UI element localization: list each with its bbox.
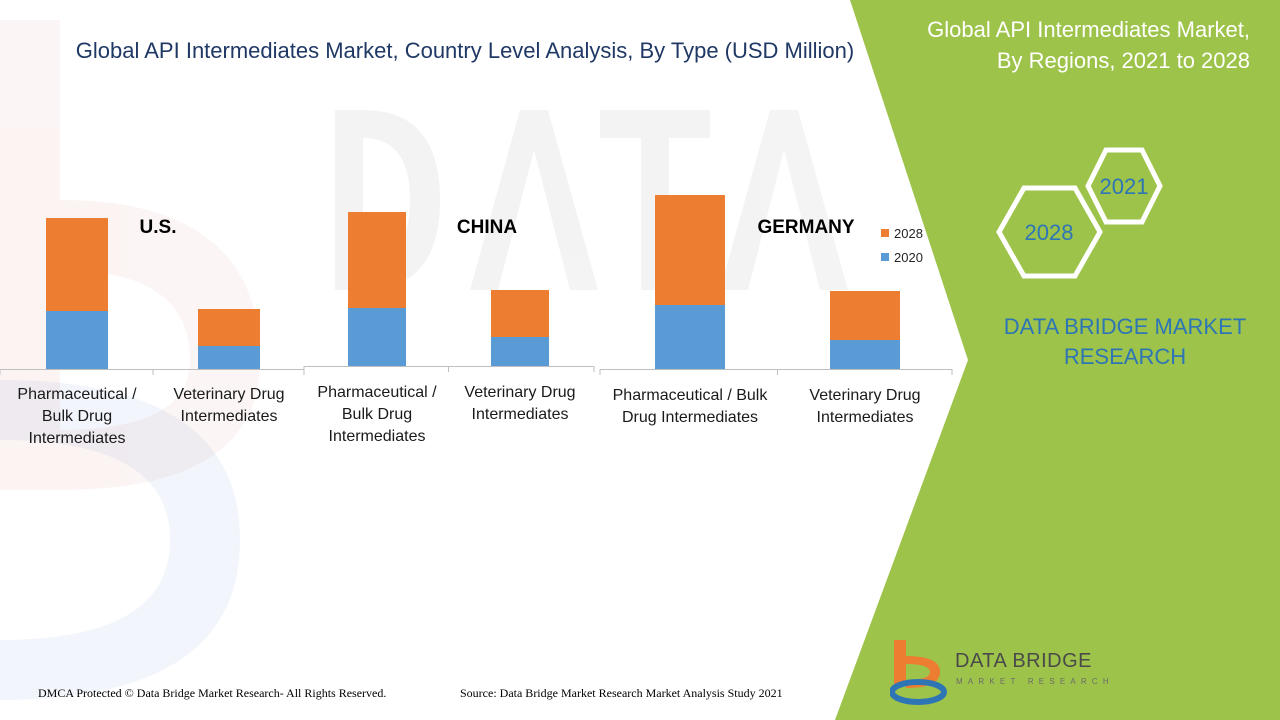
bar-2020 (491, 337, 549, 366)
footer-source: Source: Data Bridge Market Research Mark… (460, 686, 783, 700)
country-title: CHINA (457, 217, 517, 238)
hexagon-2028 (996, 185, 1103, 279)
category-label: Veterinary Drug Intermediates (464, 384, 575, 423)
bar-2020 (655, 305, 725, 369)
legend-swatch-2028 (881, 229, 889, 237)
logo-wordmark: DATA BRIDGE (955, 650, 1093, 672)
category-label: Pharmaceutical / Bulk Drug Intermediates (613, 387, 769, 426)
legend-label-2020: 2020 (894, 250, 923, 265)
legend-swatch-2020 (881, 253, 889, 261)
bar-2028 (46, 218, 108, 311)
bar-2028 (655, 195, 725, 305)
side-panel-brand: DATA BRIDGE MARKET RESEARCH (1003, 314, 1247, 369)
bar-2020 (348, 308, 406, 366)
bar-2028 (198, 309, 260, 346)
category-label: Veterinary Drug Intermediates (809, 387, 920, 426)
year-hexagons: 2028 2021 (996, 147, 1163, 279)
category-label: Pharmaceutical / Bulk Drug Intermediates (317, 384, 437, 445)
category-label: Pharmaceutical / Bulk Drug Intermediates (17, 386, 137, 447)
bar-2028 (830, 291, 900, 340)
hexagon-2028-label: 2028 (1025, 220, 1074, 245)
legend-label-2028: 2028 (894, 226, 923, 241)
bar-2028 (348, 212, 406, 308)
category-label: Veterinary Drug Intermediates (173, 386, 284, 425)
bar-2020 (830, 340, 900, 369)
footer-copyright: DMCA Protected © Data Bridge Market Rese… (38, 686, 387, 700)
chart-title: Global API Intermediates Market, Country… (75, 38, 855, 63)
logo-tagline: MARKET RESEARCH (956, 677, 1114, 686)
hexagon-2021-label: 2021 (1100, 174, 1149, 199)
bar-2020 (198, 346, 260, 369)
country-title: GERMANY (757, 217, 854, 238)
country-title: U.S. (140, 217, 177, 238)
bar-2020 (46, 311, 108, 369)
data-bridge-logo-icon (890, 640, 947, 705)
hexagon-2021 (1085, 147, 1163, 225)
bar-2028 (491, 290, 549, 337)
side-panel-title: Global API Intermediates Market, By Regi… (927, 17, 1250, 73)
